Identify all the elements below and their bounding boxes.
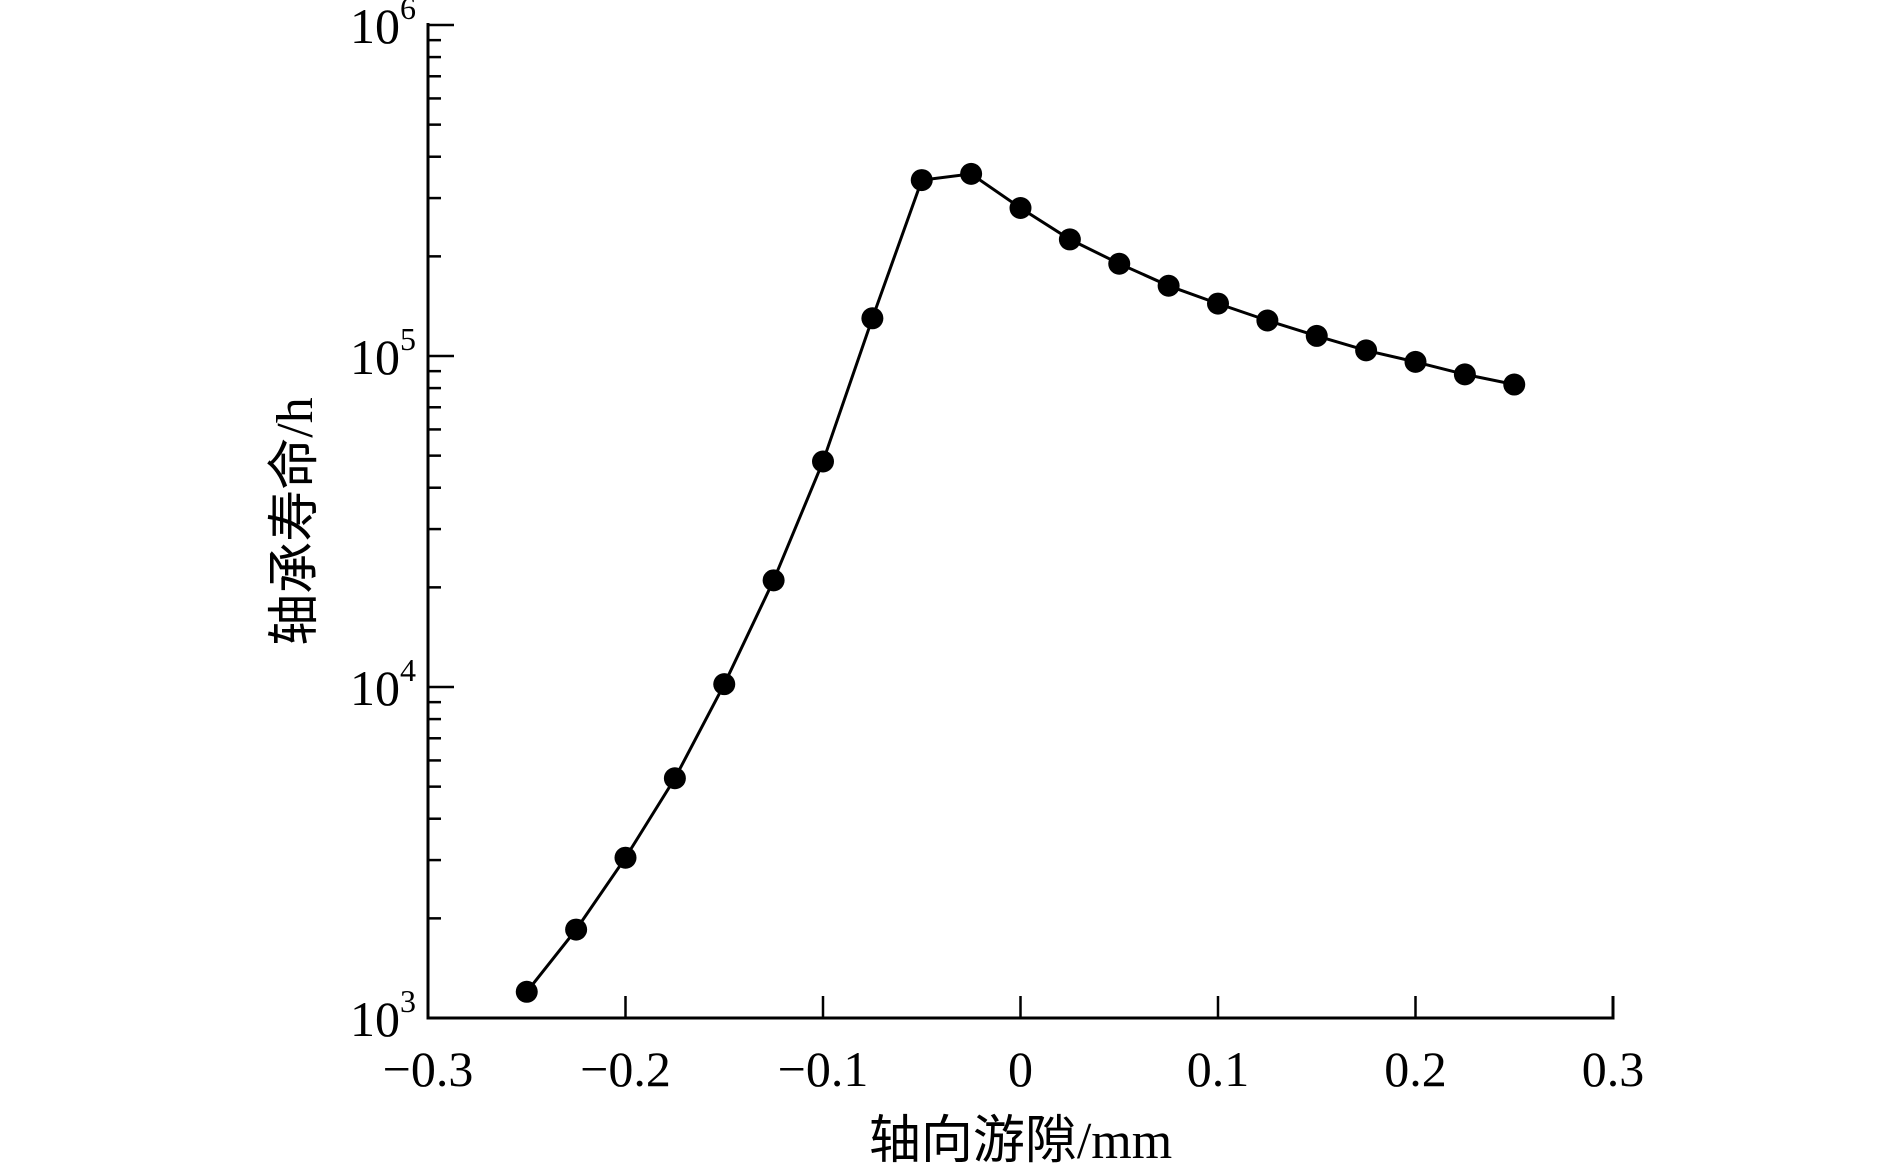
data-markers bbox=[515, 162, 1526, 1003]
data-point-1 bbox=[565, 918, 588, 941]
x-tick-label-6: 0.3 bbox=[1582, 1041, 1645, 1097]
y-axis-label: 轴承寿命/h bbox=[266, 397, 324, 645]
data-point-9 bbox=[960, 162, 983, 185]
x-tick-labels: −0.3 −0.2 −0.1 0 0.1 0.2 0.3 bbox=[383, 1041, 1645, 1097]
y-tick-label-3: 106 bbox=[350, 0, 416, 54]
x-tick-label-1: −0.2 bbox=[580, 1041, 671, 1097]
data-point-3 bbox=[663, 767, 686, 790]
data-point-2 bbox=[614, 846, 637, 869]
data-point-7 bbox=[861, 307, 884, 330]
x-axis-label: 轴向游隙/mm bbox=[869, 1113, 1172, 1170]
y-tick-label-0: 103 bbox=[350, 983, 416, 1047]
y-tick-labels: 103 104 105 106 bbox=[350, 0, 416, 1047]
axes-frame bbox=[426, 23, 1615, 1020]
data-point-17 bbox=[1355, 339, 1378, 362]
data-point-0 bbox=[515, 980, 538, 1003]
axis-ticks bbox=[426, 23, 1615, 1020]
data-point-15 bbox=[1256, 309, 1279, 332]
series-line bbox=[525, 172, 1515, 993]
data-point-20 bbox=[1503, 373, 1526, 396]
data-point-10 bbox=[1009, 196, 1032, 219]
x-tick-label-2: −0.1 bbox=[778, 1041, 869, 1097]
x-tick-label-5: 0.2 bbox=[1384, 1041, 1447, 1097]
data-point-11 bbox=[1058, 228, 1081, 251]
data-point-16 bbox=[1305, 324, 1328, 347]
y-tick-label-2: 105 bbox=[350, 321, 416, 385]
data-point-13 bbox=[1157, 274, 1180, 297]
data-point-6 bbox=[812, 450, 834, 473]
data-point-18 bbox=[1404, 350, 1427, 373]
data-point-14 bbox=[1207, 292, 1229, 315]
data-point-12 bbox=[1108, 252, 1131, 275]
x-tick-label-4: 0.1 bbox=[1187, 1041, 1250, 1097]
x-tick-label-0: −0.3 bbox=[383, 1041, 474, 1097]
data-point-4 bbox=[713, 673, 736, 696]
y-tick-label-1: 104 bbox=[350, 652, 416, 716]
y-minor-ticks bbox=[428, 38, 441, 920]
x-tick-label-3: 0 bbox=[1008, 1041, 1033, 1097]
data-point-5 bbox=[762, 569, 785, 592]
data-point-19 bbox=[1453, 363, 1476, 386]
data-point-8 bbox=[910, 169, 933, 192]
